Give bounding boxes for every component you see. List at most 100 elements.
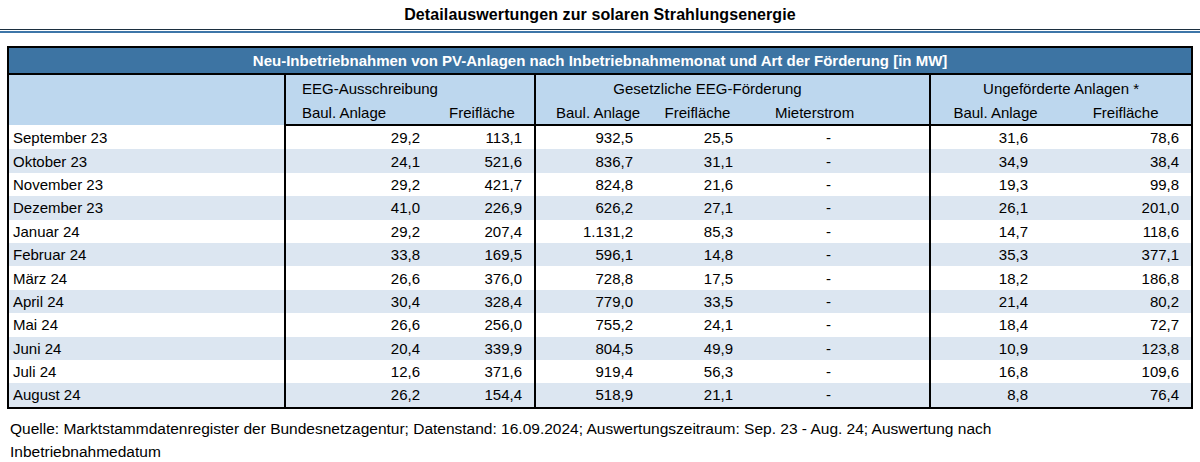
value-cell: - [775, 243, 930, 266]
value-cell: 377,1 [1060, 243, 1192, 266]
table-body: September 2329,2113,1932,525,5-31,678,6O… [8, 125, 1192, 408]
value-cell: - [775, 290, 930, 313]
table-row: August 2426,2154,4518,921,1-8,876,4 [8, 383, 1192, 407]
value-cell: 8,8 [930, 383, 1060, 407]
month-cell: Juni 24 [8, 337, 285, 360]
value-cell: 113,1 [430, 125, 535, 149]
value-cell: 29,2 [285, 173, 430, 196]
value-cell: 41,0 [285, 196, 430, 219]
value-cell: 35,3 [930, 243, 1060, 266]
value-cell: 186,8 [1060, 266, 1192, 289]
value-cell: 26,6 [285, 313, 430, 336]
value-cell: 521,6 [430, 149, 535, 172]
month-cell: November 23 [8, 173, 285, 196]
month-cell: Oktober 23 [8, 149, 285, 172]
value-cell: 836,7 [535, 149, 660, 172]
value-cell: 34,9 [930, 149, 1060, 172]
value-cell: 118,6 [1060, 220, 1192, 243]
column-header-baul-anlage-1: Baul. Anlage [285, 101, 430, 125]
value-cell: 29,2 [285, 220, 430, 243]
value-cell: 10,9 [930, 337, 1060, 360]
value-cell: 76,4 [1060, 383, 1192, 407]
month-cell: April 24 [8, 290, 285, 313]
value-cell: 824,8 [535, 173, 660, 196]
title-rule-blue-line [0, 31, 1200, 33]
title-rule [0, 29, 1200, 33]
table-title-bar: Neu-Inbetriebnahmen von PV-Anlagen nach … [8, 47, 1192, 74]
value-cell: 728,8 [535, 266, 660, 289]
month-cell: Mai 24 [8, 313, 285, 336]
value-cell: - [775, 220, 930, 243]
value-cell: 78,6 [1060, 125, 1192, 149]
value-cell: 27,1 [660, 196, 775, 219]
value-cell: 626,2 [535, 196, 660, 219]
value-cell: 21,6 [660, 173, 775, 196]
value-cell: 26,1 [930, 196, 1060, 219]
value-cell: 72,7 [1060, 313, 1192, 336]
value-cell: 80,2 [1060, 290, 1192, 313]
value-cell: 21,4 [930, 290, 1060, 313]
value-cell: 25,5 [660, 125, 775, 149]
source-note: Quelle: Marktstammdatenregister der Bund… [10, 417, 1110, 462]
value-cell: - [775, 360, 930, 383]
value-cell: 201,0 [1060, 196, 1192, 219]
table-row: Juni 2420,4339,9804,549,9-10,9123,8 [8, 337, 1192, 360]
value-cell: - [775, 196, 930, 219]
table-row: Oktober 2324,1521,6836,731,1-34,938,4 [8, 149, 1192, 172]
table-row: Dezember 2341,0226,9626,227,1-26,1201,0 [8, 196, 1192, 219]
value-cell: - [775, 125, 930, 149]
report-page: Detailauswertungen zur solaren Strahlung… [0, 0, 1200, 462]
column-header-freiflaeche-3: Freifläche [1060, 101, 1192, 125]
column-group-gesetzliche-eeg-foerderung: Gesetzliche EEG-Förderung [535, 74, 930, 101]
value-cell: 85,3 [660, 220, 775, 243]
value-cell: 29,2 [285, 125, 430, 149]
value-cell: 99,8 [1060, 173, 1192, 196]
value-cell: 421,7 [430, 173, 535, 196]
value-cell: 755,2 [535, 313, 660, 336]
value-cell: 18,4 [930, 313, 1060, 336]
value-cell: 169,5 [430, 243, 535, 266]
value-cell: 56,3 [660, 360, 775, 383]
value-cell: 19,3 [930, 173, 1060, 196]
table-title-row: Neu-Inbetriebnahmen von PV-Anlagen nach … [8, 47, 1192, 74]
month-cell: August 24 [8, 383, 285, 407]
month-cell: Januar 24 [8, 220, 285, 243]
value-cell: 33,8 [285, 243, 430, 266]
value-cell: 256,0 [430, 313, 535, 336]
month-cell: Dezember 23 [8, 196, 285, 219]
table-row: Januar 2429,2207,41.131,285,3-14,7118,6 [8, 220, 1192, 243]
page-title: Detailauswertungen zur solaren Strahlung… [0, 0, 1200, 27]
value-cell: 328,4 [430, 290, 535, 313]
table-row: Februar 2433,8169,5596,114,8-35,3377,1 [8, 243, 1192, 266]
value-cell: 596,1 [535, 243, 660, 266]
table-row: März 2426,6376,0728,817,5-18,2186,8 [8, 266, 1192, 289]
table-row: April 2430,4328,4779,033,5-21,480,2 [8, 290, 1192, 313]
value-cell: - [775, 337, 930, 360]
value-cell: 154,4 [430, 383, 535, 407]
value-cell: 49,9 [660, 337, 775, 360]
column-group-row: EEG-Ausschreibung Gesetzliche EEG-Förder… [8, 74, 1192, 101]
value-cell: 376,0 [430, 266, 535, 289]
value-cell: 31,6 [930, 125, 1060, 149]
value-cell: 30,4 [285, 290, 430, 313]
value-cell: 26,2 [285, 383, 430, 407]
column-header-mieterstrom: Mieterstrom [775, 101, 930, 125]
value-cell: 339,9 [430, 337, 535, 360]
value-cell: 17,5 [660, 266, 775, 289]
value-cell: 38,4 [1060, 149, 1192, 172]
pv-commissioning-table: Neu-Inbetriebnahmen von PV-Anlagen nach … [7, 46, 1193, 409]
value-cell: - [775, 383, 930, 407]
value-cell: - [775, 266, 930, 289]
value-cell: 919,4 [535, 360, 660, 383]
column-group-eeg-ausschreibung: EEG-Ausschreibung [285, 74, 535, 101]
value-cell: 109,6 [1060, 360, 1192, 383]
month-cell: Februar 24 [8, 243, 285, 266]
value-cell: 123,8 [1060, 337, 1192, 360]
value-cell: 18,2 [930, 266, 1060, 289]
value-cell: 24,1 [660, 313, 775, 336]
value-cell: 932,5 [535, 125, 660, 149]
column-header-baul-anlage-2: Baul. Anlage [535, 101, 660, 125]
column-group-ungefoerderte-anlagen: Ungeförderte Anlagen * [930, 74, 1192, 101]
value-cell: - [775, 173, 930, 196]
value-cell: 226,9 [430, 196, 535, 219]
